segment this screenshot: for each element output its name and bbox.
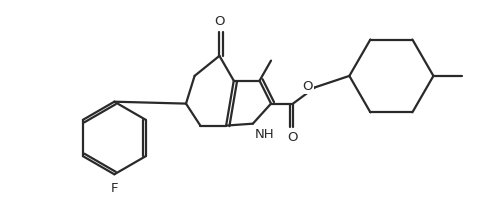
Text: NH: NH: [255, 129, 274, 141]
Text: O: O: [302, 80, 313, 93]
Text: O: O: [288, 131, 298, 144]
Text: F: F: [110, 182, 118, 195]
Text: O: O: [214, 15, 224, 28]
